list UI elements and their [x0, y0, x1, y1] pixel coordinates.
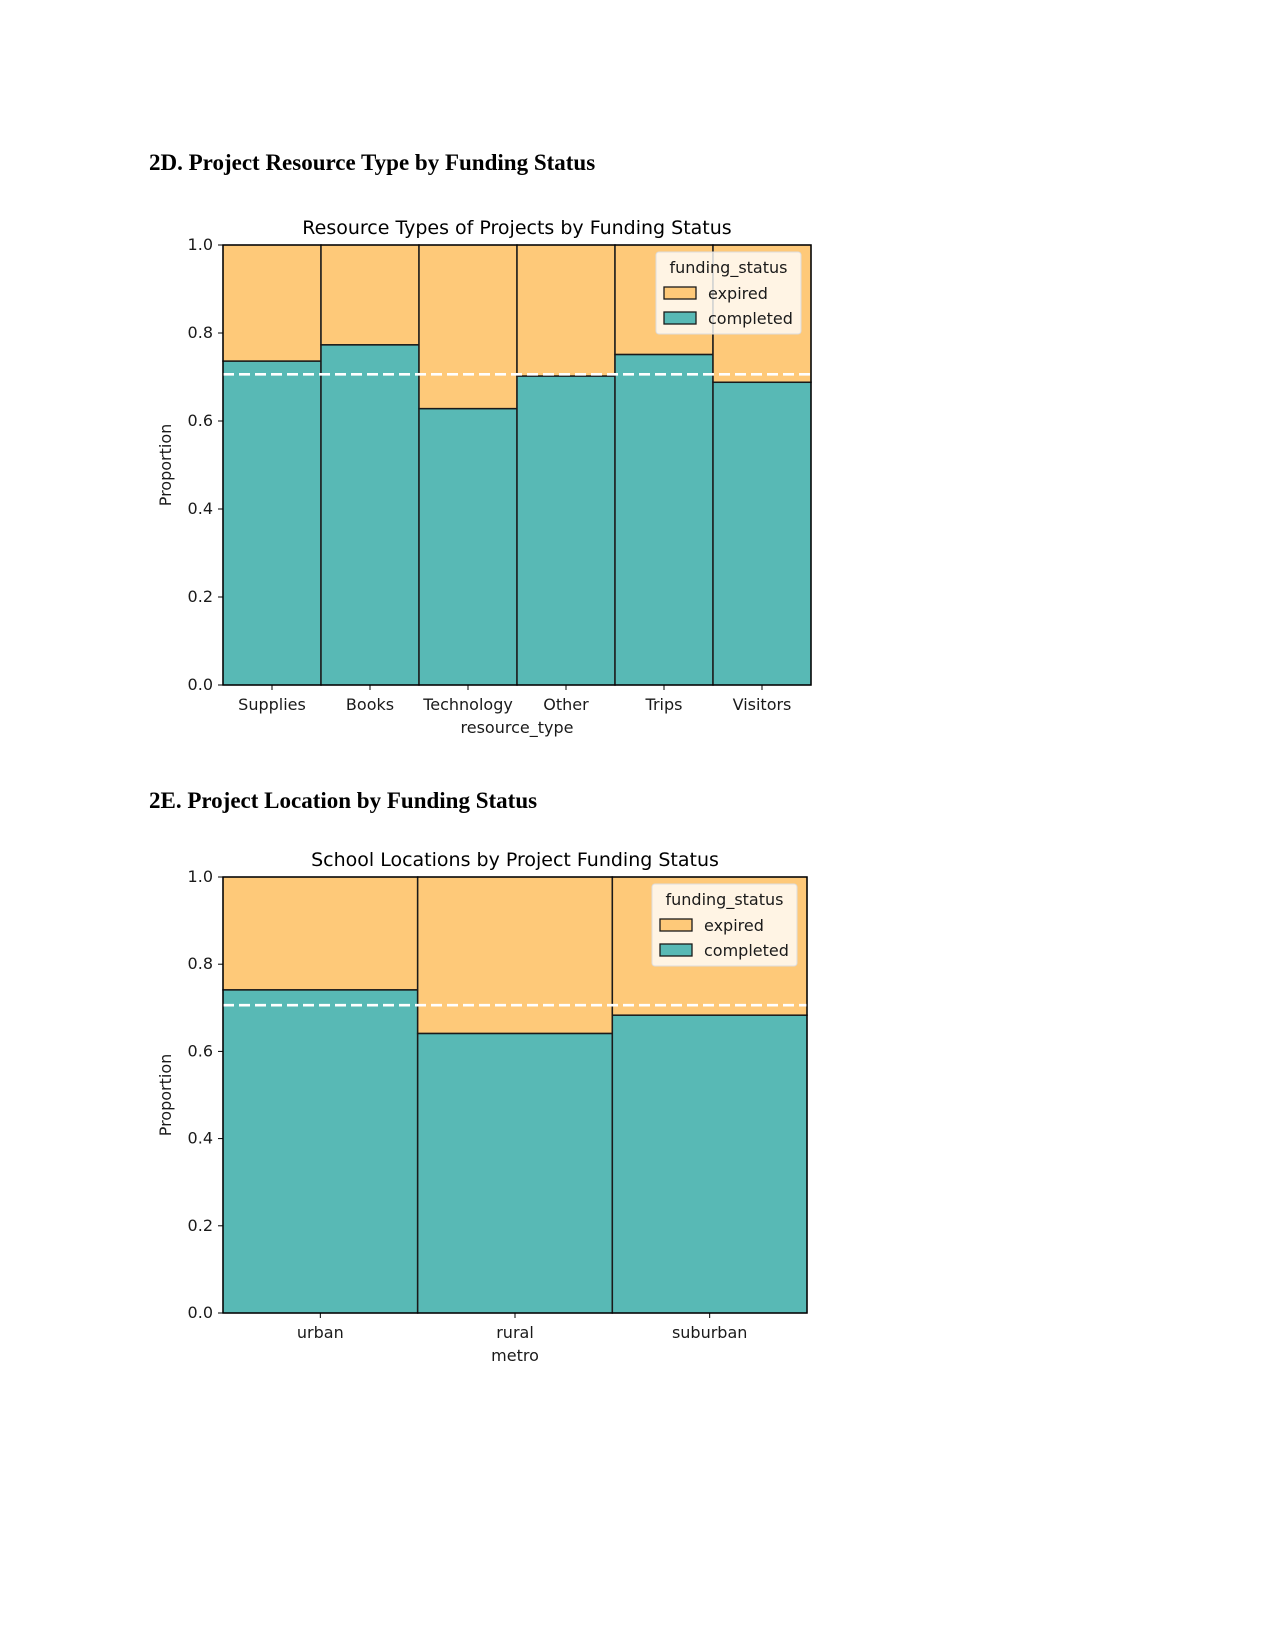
legend-swatch-completed	[659, 943, 693, 957]
y-tick-label: 0.4	[188, 499, 213, 518]
chart-title: Resource Types of Projects by Funding St…	[302, 217, 731, 239]
y-tick-label: 0.0	[188, 1303, 213, 1322]
y-tick-label: 0.0	[188, 675, 213, 694]
y-axis-label: Proportion	[156, 424, 175, 507]
bar-completed-books	[320, 344, 420, 686]
y-tick-label: 1.0	[188, 235, 213, 254]
resource-type-chart: Resource Types of Projects by Funding St…	[156, 217, 812, 738]
y-tick-label: 0.2	[188, 1216, 213, 1235]
bar-expired-books	[320, 244, 420, 346]
bar-expired-other	[516, 244, 616, 377]
bar-expired-rural	[416, 876, 614, 1035]
x-axis-label: resource_type	[461, 718, 574, 738]
y-tick-label: 0.8	[188, 323, 213, 342]
legend-title: funding_status	[666, 890, 784, 910]
y-tick-label: 0.4	[188, 1129, 213, 1148]
x-tick-label: Visitors	[733, 695, 792, 714]
plot-frame	[222, 876, 808, 1314]
bar-expired-supplies	[222, 244, 322, 362]
y-tick-label: 0.6	[188, 1041, 213, 1060]
chart-title: School Locations by Project Funding Stat…	[311, 849, 719, 871]
legend-label-expired: expired	[708, 284, 768, 303]
x-tick-label: Books	[346, 695, 394, 714]
plot-frame	[222, 244, 812, 686]
legend-label-completed: completed	[708, 309, 793, 328]
y-tick-label: 0.6	[188, 411, 213, 430]
x-tick-label: Other	[543, 695, 589, 714]
school-location-chart: School Locations by Project Funding Stat…	[156, 849, 808, 1365]
x-tick-label: Supplies	[238, 695, 306, 714]
x-axis-label: metro	[491, 1346, 539, 1365]
x-tick-label: suburban	[672, 1323, 747, 1342]
x-tick-label: rural	[496, 1323, 534, 1342]
bar-expired-technology	[418, 244, 518, 410]
y-tick-label: 1.0	[188, 867, 213, 886]
bar-completed-rural	[416, 1032, 614, 1314]
legend-swatch-expired	[659, 918, 693, 932]
bar-completed-technology	[418, 407, 518, 686]
x-tick-label: urban	[297, 1323, 344, 1342]
legend-swatch-completed	[663, 311, 697, 325]
bar-completed-urban	[222, 989, 419, 1314]
bar-expired-urban	[222, 876, 419, 991]
section-heading-2e: 2E. Project Location by Funding Status	[149, 788, 538, 813]
bar-completed-visitors	[712, 381, 812, 686]
y-axis-label: Proportion	[156, 1054, 175, 1137]
bar-completed-trips	[614, 353, 714, 686]
legend-label-completed: completed	[704, 941, 789, 960]
x-tick-label: Trips	[645, 695, 683, 714]
y-tick-label: 0.8	[188, 954, 213, 973]
y-tick-label: 0.2	[188, 587, 213, 606]
bar-completed-other	[516, 375, 616, 686]
section-heading-2d: 2D. Project Resource Type by Funding Sta…	[149, 150, 596, 175]
legend-swatch-expired	[663, 286, 697, 300]
legend-title: funding_status	[670, 258, 788, 278]
bar-completed-supplies	[222, 360, 322, 686]
legend-label-expired: expired	[704, 916, 764, 935]
x-tick-label: Technology	[422, 695, 513, 714]
bar-completed-suburban	[611, 1014, 808, 1314]
